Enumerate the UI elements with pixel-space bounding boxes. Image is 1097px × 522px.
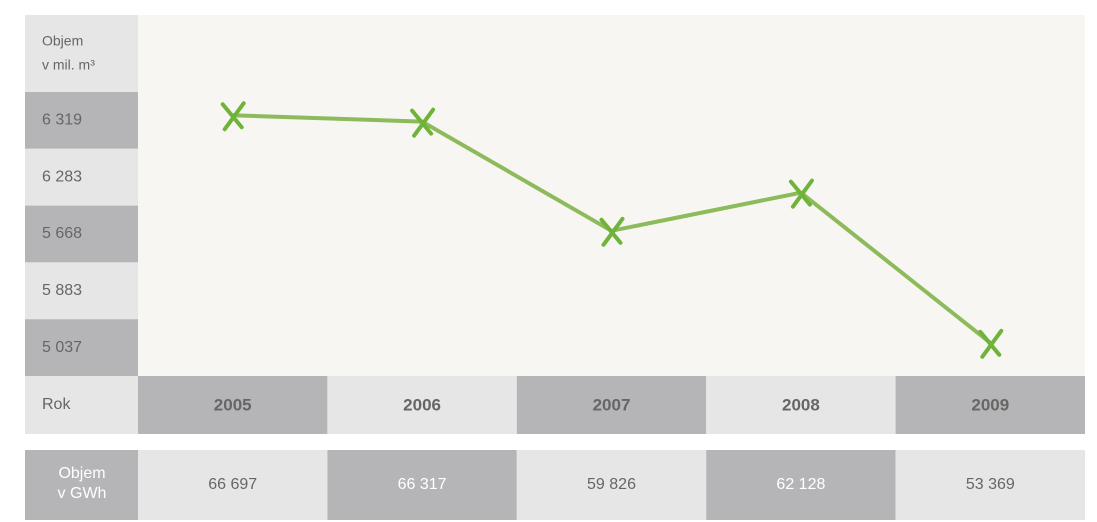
x-tick-label: 2009 xyxy=(971,395,1009,414)
year-cell xyxy=(706,376,896,434)
energy-value: 66 697 xyxy=(208,476,257,493)
marker-stroke xyxy=(601,216,625,247)
x-tick-label: 2005 xyxy=(214,395,252,414)
value-label: 5 668 xyxy=(42,225,82,242)
value-label-cell xyxy=(25,148,138,206)
marker-stroke xyxy=(790,178,814,209)
value-label: 5 037 xyxy=(42,339,82,356)
y-label: v mil. m³ xyxy=(42,57,95,73)
energy-cell xyxy=(516,450,707,520)
energy-cell xyxy=(138,450,328,520)
value-label: 6 283 xyxy=(42,168,82,185)
year-cell xyxy=(327,376,517,434)
value-label: 5 883 xyxy=(42,282,82,299)
year-cell xyxy=(138,376,328,434)
year-cell xyxy=(895,376,1085,434)
x-label-cell xyxy=(25,376,138,434)
x-tick-label: 2006 xyxy=(403,395,441,414)
marker-stroke xyxy=(222,101,246,132)
energy-label-cell xyxy=(25,450,138,520)
energy-value: 62 128 xyxy=(776,476,825,493)
point-marker xyxy=(220,101,246,132)
energy-cell xyxy=(706,450,896,520)
point-marker xyxy=(788,178,814,209)
energy-value: 66 317 xyxy=(398,476,447,493)
point-marker xyxy=(599,216,625,247)
x-label: Rok xyxy=(42,396,71,413)
x-tick-label: 2007 xyxy=(593,395,631,414)
energy-value: 59 826 xyxy=(587,476,636,493)
marker-stroke xyxy=(412,107,436,138)
y-label: Objem xyxy=(42,33,83,49)
marker-stroke xyxy=(980,328,1004,359)
value-label-cell xyxy=(25,205,138,263)
header-cell xyxy=(25,15,138,92)
year-cell xyxy=(516,376,707,434)
value-label-cell xyxy=(25,92,138,149)
energy-label: v GWh xyxy=(58,485,107,502)
plot-background xyxy=(138,15,1085,376)
energy-cell xyxy=(327,450,517,520)
energy-value: 53 369 xyxy=(966,476,1015,493)
point-marker xyxy=(410,107,436,138)
value-label: 6 319 xyxy=(42,112,82,129)
x-tick-label: 2008 xyxy=(782,395,820,414)
point-marker xyxy=(978,328,1004,359)
energy-label: Objem xyxy=(58,465,105,482)
value-label-cell xyxy=(25,262,138,320)
energy-cell xyxy=(895,450,1085,520)
value-label-cell xyxy=(25,319,138,376)
